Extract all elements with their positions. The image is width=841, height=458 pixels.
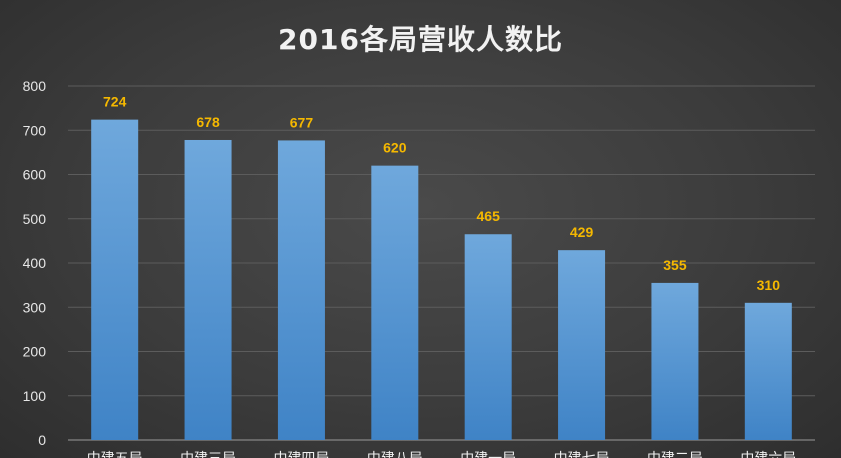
bar (744, 302, 792, 440)
x-tick-label: 中建八局 (367, 451, 423, 458)
bar (91, 119, 139, 440)
x-tick-label: 中建三局 (180, 451, 236, 458)
bar (371, 165, 419, 440)
data-label: 429 (570, 224, 594, 240)
y-tick-label: 600 (23, 167, 47, 183)
data-label: 355 (663, 257, 687, 273)
data-label: 678 (196, 114, 220, 130)
y-tick-label: 700 (23, 122, 47, 138)
data-label: 677 (290, 114, 314, 130)
y-tick-label: 0 (38, 432, 46, 448)
bar (651, 282, 699, 440)
y-tick-label: 300 (23, 299, 47, 315)
x-tick-label: 中建六局 (740, 451, 796, 458)
data-label: 465 (477, 208, 501, 224)
y-tick-label: 100 (23, 388, 47, 404)
y-tick-label: 800 (23, 78, 47, 94)
x-tick-label: 中建四局 (273, 451, 329, 458)
bar (184, 139, 232, 441)
bar (558, 250, 606, 440)
y-tick-label: 500 (23, 211, 47, 227)
bar (464, 234, 512, 440)
y-tick-label: 200 (23, 344, 47, 360)
y-tick-label: 400 (23, 255, 47, 271)
data-label: 620 (383, 140, 407, 156)
data-label: 310 (757, 277, 781, 293)
chart-title: 2016各局营收人数比 (278, 23, 563, 56)
x-tick-label: 中建二局 (647, 451, 703, 458)
x-tick-label: 中建七局 (554, 451, 610, 458)
x-tick-label: 中建一局 (460, 451, 516, 458)
x-tick-label: 中建五局 (87, 451, 143, 458)
data-label: 724 (103, 94, 127, 110)
bar (277, 140, 325, 441)
